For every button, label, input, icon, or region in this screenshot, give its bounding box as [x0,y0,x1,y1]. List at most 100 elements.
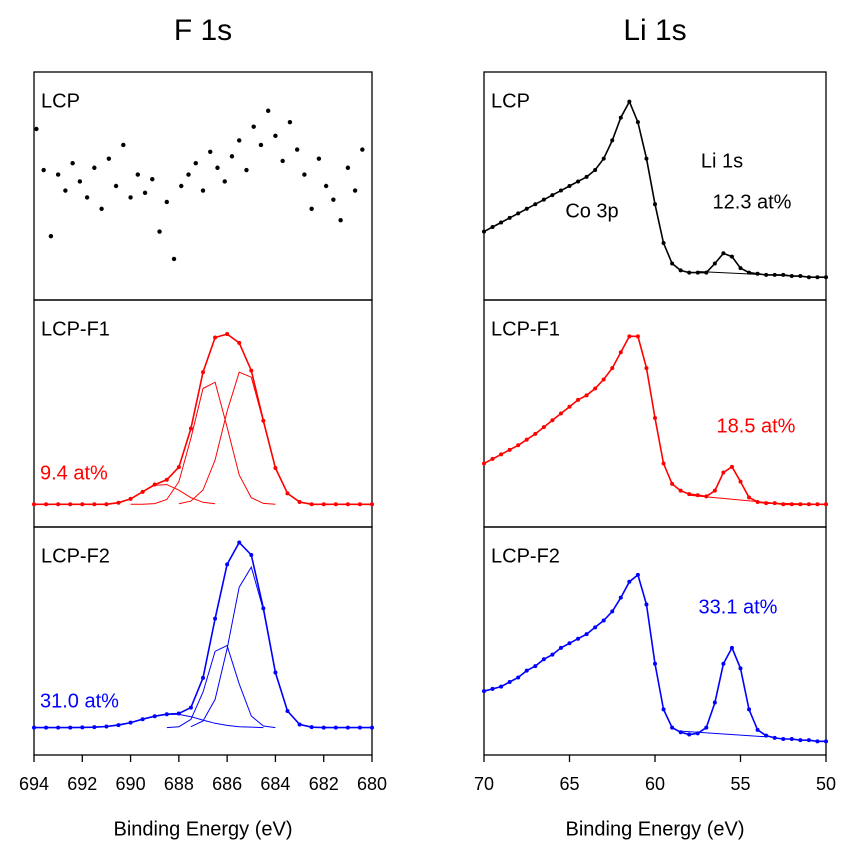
data-point [84,195,90,200]
data-point [747,495,752,500]
data-point [653,661,657,666]
data-point [345,502,350,507]
data-point [755,727,760,732]
data-point [258,142,264,148]
data-point [63,188,68,193]
data-point [92,165,97,170]
x-tick-label: 684 [260,774,290,794]
data-point [44,725,49,730]
data-point [524,668,529,673]
x-axis-label: Binding Energy (eV) [566,818,745,840]
data-point [533,431,538,436]
data-point [653,416,657,421]
data-point [824,275,828,280]
data-point [618,115,623,120]
data-point [32,725,36,730]
data-point [781,272,786,277]
x-axis-label: Binding Energy (eV) [114,818,293,840]
data-point [533,664,538,669]
data-point [44,502,49,507]
annotation: Li 1s [701,150,743,172]
data-point [357,502,362,507]
data-point [507,215,512,220]
data-point [48,233,54,239]
data-point [225,562,230,567]
data-point [150,176,155,182]
fit-component [689,494,827,505]
data-point [321,502,326,507]
data-point [738,266,743,271]
data-point [55,172,61,177]
data-point [171,256,177,262]
data-point [302,172,307,177]
data-point [738,479,743,484]
data-point [316,156,322,161]
data-point [323,183,329,189]
data-point [490,456,495,461]
fit-component [106,484,216,505]
data-point [208,149,213,154]
annotation: 12.3 at% [713,191,792,213]
data-point [32,502,36,507]
annotation: Co 3p [565,200,618,222]
data-point [644,602,649,607]
x-tick-label: 60 [645,774,665,794]
data-point [135,172,141,177]
data-point [128,195,133,200]
data-point [99,206,104,211]
data-point [601,377,606,382]
data-point [237,340,242,345]
data-point [352,188,358,193]
data-point [499,452,504,457]
data-point [567,404,572,409]
data-point [755,271,760,276]
data-point [201,675,205,680]
data-point [345,165,351,170]
panel-label: LCP-F2 [41,545,110,567]
data-point [186,172,191,177]
data-point [482,689,486,694]
data-point [357,725,362,730]
data-point [225,332,230,337]
column-title: F 1s [174,14,232,47]
data-point [34,126,39,132]
x-tick-label: 692 [67,774,97,794]
fit-component [697,271,818,278]
data-point [601,618,606,623]
data-point [567,184,572,188]
data-point [670,481,675,486]
data-point [188,705,193,710]
data-point [524,206,529,211]
data-point [798,738,803,743]
annotation: 31.0 at% [40,690,119,712]
data-point [77,179,83,184]
data-point [541,197,546,202]
data-point [798,502,803,507]
data-point [576,397,581,402]
data-point [550,418,555,423]
data-point [68,502,73,507]
data-point [593,168,598,173]
data-point [193,161,198,166]
data-point [781,737,786,742]
data-point [56,725,61,730]
data-point [345,725,350,730]
data-point [507,680,512,685]
data-point [618,350,623,355]
data-point [678,268,683,273]
data-point [627,99,632,104]
data-point [338,218,343,223]
data-point [482,461,486,466]
data-point [576,179,581,184]
data-point [789,737,794,742]
data-point [249,553,254,558]
data-point [251,124,256,129]
data-point [738,666,743,671]
fit-component [178,371,312,505]
data-point [176,465,181,470]
data-point [558,188,563,193]
fit-component [190,565,312,728]
data-point [524,437,529,442]
data-point [627,334,632,339]
